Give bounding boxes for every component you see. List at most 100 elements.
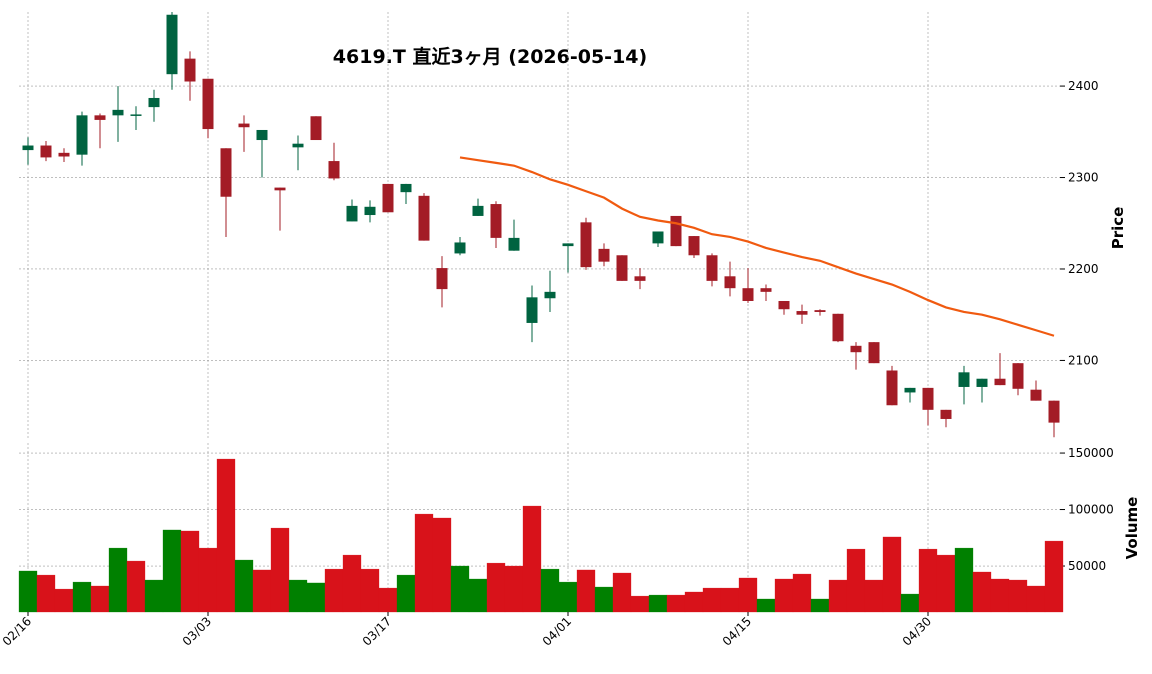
candle-body [814, 310, 826, 312]
candle-body [508, 237, 520, 251]
candle-body [238, 123, 250, 128]
volume-bar [810, 598, 830, 613]
volume-bar [270, 527, 290, 613]
candle-body [112, 109, 124, 116]
candle-body [202, 78, 214, 130]
y-axis-label: Price [1109, 207, 1127, 250]
x-tick-label: 04/15 [720, 614, 754, 648]
volume-bar [990, 578, 1010, 613]
volume-bar [216, 458, 236, 613]
y-tick-label: 2100 [1068, 353, 1099, 367]
volume-bar [180, 530, 200, 613]
volume-bar [720, 587, 740, 613]
candle-body [382, 183, 394, 213]
volume-bar [756, 598, 776, 613]
volume-bar [450, 565, 470, 613]
x-tick-label: 03/03 [180, 614, 214, 648]
candle-body [994, 378, 1006, 386]
candle-body [220, 148, 232, 197]
volume-bar [396, 574, 416, 613]
candle-body [796, 311, 808, 315]
candle-body [922, 387, 934, 410]
candle-body [778, 300, 790, 310]
candle-body [616, 255, 628, 281]
volume-bar [54, 588, 74, 613]
volume-bar [252, 569, 272, 613]
x-tick-label: 02/16 [0, 614, 34, 648]
candle-body [58, 152, 70, 157]
candle-body [1048, 400, 1060, 423]
volume-bar [612, 572, 632, 613]
candle-body [832, 313, 844, 342]
volume-bar [936, 554, 956, 613]
volume-bar [576, 569, 596, 613]
candle-body [688, 236, 700, 256]
candle-body [850, 345, 862, 353]
candle-body [544, 291, 556, 299]
candle-body [418, 195, 430, 241]
y-tick-label: 100000 [1068, 503, 1114, 517]
candle-body [1012, 363, 1024, 389]
candle-body [346, 205, 358, 222]
candle-body [886, 370, 898, 406]
volume-bar [738, 577, 758, 613]
candle-body [1030, 389, 1042, 401]
volume-bar [90, 585, 110, 613]
candle-body [22, 145, 34, 151]
volume-bar [846, 548, 866, 613]
candle-body [148, 97, 160, 108]
candle-body [472, 205, 484, 216]
x-tick-label: 04/30 [900, 614, 934, 648]
candle-body [724, 276, 736, 289]
candle-body [454, 242, 466, 254]
y-axis-label: Volume [1123, 497, 1141, 560]
candle-body [436, 268, 448, 290]
candle-body [130, 114, 142, 116]
volume-bar [666, 594, 686, 613]
volume-bar [324, 568, 344, 613]
volume-bar [702, 587, 722, 613]
candle-body [364, 206, 376, 216]
candle-body [904, 387, 916, 393]
volume-bar [1026, 585, 1046, 613]
volume-bar [540, 568, 560, 613]
volume-bar [1008, 579, 1028, 613]
candle-body [328, 161, 340, 179]
plot-area [22, 12, 1060, 438]
volume-bar [792, 573, 812, 613]
chart-title: 4619.T 直近3ヶ月 (2026-05-14) [333, 45, 647, 68]
candle-body [526, 297, 538, 323]
volume-bar [648, 594, 668, 613]
volume-bar [36, 574, 56, 613]
candle-body [490, 204, 502, 238]
volume-bar [18, 570, 38, 613]
y-tick-label: 2300 [1068, 171, 1099, 185]
x-tick-label: 03/17 [360, 614, 394, 648]
candle-body [940, 409, 952, 419]
x-tick-label: 04/01 [540, 614, 574, 648]
candle-body [310, 116, 322, 141]
candle-body [400, 183, 412, 193]
volume-bar [414, 513, 434, 613]
moving-average-line [459, 156, 1055, 337]
candle-body [598, 248, 610, 262]
volume-bar [342, 554, 362, 613]
candle-body [634, 276, 646, 281]
candle-body [562, 243, 574, 247]
volume-bar [684, 591, 704, 613]
volume-bar [918, 548, 938, 613]
candle-body [184, 58, 196, 82]
candle-body [976, 378, 988, 387]
volume-bar [882, 536, 902, 613]
y-tick-label: 50000 [1068, 559, 1106, 573]
y-tick-label: 150000 [1068, 446, 1114, 460]
volume-bar [288, 579, 308, 613]
candle-body [94, 115, 106, 120]
candle-body [76, 115, 88, 155]
candle-body [760, 288, 772, 292]
volume-bar [306, 582, 326, 613]
candle-body [274, 187, 286, 191]
volume-bar [594, 586, 614, 613]
volume-bar [198, 547, 218, 613]
